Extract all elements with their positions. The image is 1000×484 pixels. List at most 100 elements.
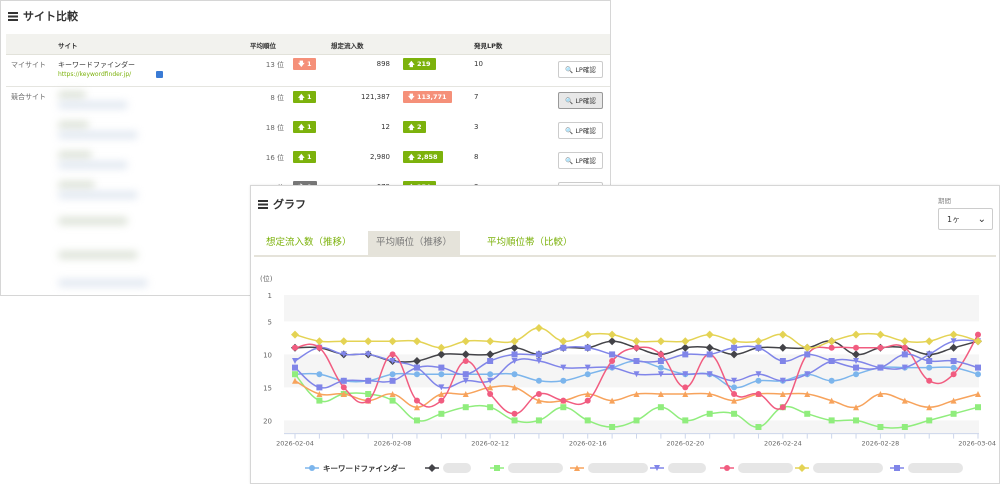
period-label: 期間 — [938, 197, 951, 205]
graph-panel: グラフ 期間 1ヶ ⌄ 想定流入数（推移） 平均順位（推移） 平均順位帯（比較） … — [250, 185, 1000, 484]
legend-item[interactable] — [795, 463, 883, 473]
data-point — [413, 404, 420, 411]
data-point — [292, 377, 298, 384]
data-point — [608, 330, 617, 339]
data-point — [731, 344, 738, 351]
y-tick-label: 20 — [263, 417, 272, 425]
data-point — [560, 397, 567, 404]
data-point — [657, 364, 664, 371]
data-point — [731, 377, 738, 384]
data-point — [657, 391, 664, 397]
lp-check-button[interactable]: 🔍 LP確認 — [558, 152, 603, 169]
data-point — [657, 351, 664, 358]
data-point — [510, 337, 519, 346]
traffic-change-badge: 🡅 219 — [403, 58, 436, 70]
y-axis-label: (位) — [260, 274, 273, 283]
data-point — [950, 371, 957, 378]
blurred-legend-label — [813, 463, 883, 473]
period-value: 1ヶ — [947, 215, 961, 224]
data-point — [535, 358, 542, 364]
site-url-link[interactable]: https://keywordfinder.jp/ — [58, 71, 132, 78]
data-point — [632, 337, 641, 346]
blurred-legend-label — [588, 463, 648, 473]
data-point — [584, 364, 591, 371]
data-point — [705, 343, 714, 352]
data-point — [609, 364, 616, 371]
data-point — [828, 358, 835, 364]
blurred-site-url — [58, 279, 148, 287]
data-point — [609, 358, 616, 364]
data-point — [901, 364, 908, 371]
data-point — [462, 358, 469, 364]
y-tick-label: 1 — [268, 292, 272, 300]
data-point — [656, 337, 665, 346]
tab-traffic-trend[interactable]: 想定流入数（推移） — [266, 237, 352, 248]
data-point — [292, 364, 298, 371]
blurred-site-url — [58, 161, 128, 169]
data-point — [388, 337, 397, 346]
data-point — [950, 397, 957, 404]
legend-item[interactable]: キーワードファインダー — [305, 463, 406, 473]
data-point — [486, 337, 495, 346]
legend-item[interactable] — [890, 463, 963, 473]
data-point — [901, 351, 908, 358]
data-point — [584, 371, 591, 378]
x-tick-label: 2026-03-04 — [958, 440, 996, 448]
blurred-site-name — [58, 251, 138, 259]
site-name: キーワードファインダー — [58, 61, 135, 69]
external-link-icon[interactable] — [156, 71, 163, 78]
avg-rank: 13 位 — [265, 61, 284, 69]
lp-check-button[interactable]: 🔍 LP確認 — [558, 61, 603, 78]
data-point — [974, 337, 982, 346]
blurred-site-name — [58, 217, 128, 225]
tab-avg-rank-trend[interactable]: 平均順位（推移） — [368, 231, 461, 255]
blurred-site-url — [58, 101, 128, 109]
data-point — [486, 350, 495, 359]
data-point — [340, 351, 347, 358]
data-point — [437, 350, 446, 359]
lp-check-button[interactable]: 🔍 LP確認 — [558, 92, 603, 109]
data-point — [389, 397, 396, 404]
legend-item[interactable] — [720, 463, 793, 473]
data-point — [926, 364, 933, 371]
data-point — [828, 397, 835, 404]
legend-marker — [654, 465, 660, 471]
legend-item[interactable] — [425, 463, 471, 473]
data-point — [535, 417, 542, 424]
legend-label: キーワードファインダー — [323, 463, 406, 473]
data-point — [877, 424, 884, 430]
legend-item[interactable] — [490, 463, 563, 473]
data-point — [950, 410, 957, 417]
period-select[interactable]: 1ヶ ⌄ — [938, 208, 993, 230]
data-point — [779, 377, 786, 384]
tab-rank-band-compare[interactable]: 平均順位帯（比較） — [487, 237, 573, 248]
data-point — [950, 338, 957, 345]
data-point — [657, 404, 664, 411]
traffic: 2,980 — [369, 153, 390, 161]
data-point — [657, 358, 664, 364]
lp-check-button[interactable]: 🔍 LP確認 — [558, 122, 603, 139]
blurred-legend-label — [443, 463, 471, 473]
legend-item[interactable] — [570, 463, 648, 473]
table-row-competitor: 8 位 🡅 1 121,387 🡇 113,771 7 🔍 LP確認 — [6, 89, 610, 119]
legend-marker — [428, 464, 436, 472]
data-point — [682, 371, 689, 378]
data-point — [437, 343, 446, 352]
data-point — [706, 410, 713, 417]
blurred-site-name — [58, 181, 95, 189]
data-point — [975, 364, 981, 371]
data-point — [730, 350, 739, 359]
legend-item[interactable] — [650, 463, 706, 473]
data-point — [535, 377, 542, 384]
data-point — [438, 410, 445, 417]
data-point — [438, 364, 445, 371]
avg-rank: 8 位 — [270, 94, 284, 102]
header-site: サイト — [58, 42, 78, 50]
data-point — [339, 337, 348, 346]
data-point — [804, 391, 811, 397]
data-point — [730, 337, 739, 346]
data-point — [853, 417, 860, 424]
data-point — [534, 324, 543, 332]
data-point — [681, 337, 690, 346]
legend-marker — [494, 465, 500, 471]
